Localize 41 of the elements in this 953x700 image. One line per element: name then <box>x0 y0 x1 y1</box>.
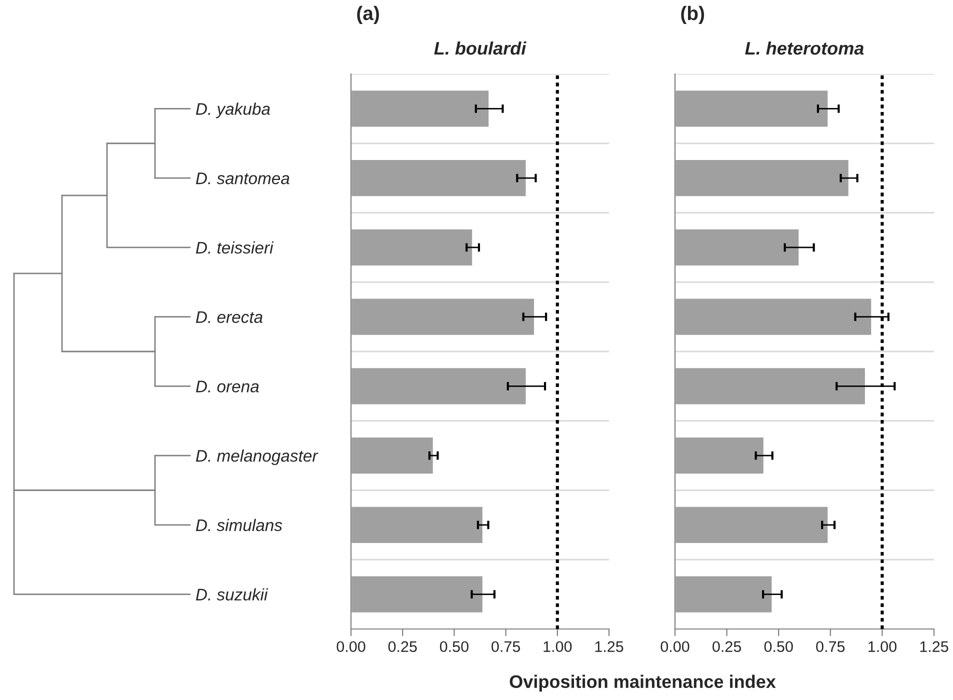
bar <box>675 228 800 267</box>
chart-title: (a) <box>357 6 379 24</box>
bar <box>351 297 536 336</box>
bar <box>351 89 490 128</box>
bar <box>351 506 484 544</box>
bar <box>675 436 765 475</box>
y-tick-label: D. simulans <box>196 518 282 532</box>
x-tick-label: 0.25 <box>712 641 742 652</box>
chart-subtitle: L. boulardi <box>434 41 526 55</box>
x-tick-label: 0.00 <box>660 641 690 652</box>
y-tick-label: D. yakuba <box>196 102 270 118</box>
x-tick-label: 1.25 <box>595 641 624 652</box>
chart-title: (b) <box>681 6 704 24</box>
x-tick-label: 1.00 <box>544 641 572 652</box>
y-tick-label: D. santomea <box>196 172 290 184</box>
bar <box>351 436 434 475</box>
chart-subtitle: L. heterotoma <box>745 41 864 55</box>
y-tick-label: D. erecta <box>196 311 262 324</box>
y-tick-label: D. teissieri <box>196 241 274 254</box>
bar <box>351 574 484 614</box>
x-tick-label: 0.25 <box>388 641 417 652</box>
bar <box>675 506 830 544</box>
x-tick-label: 0.00 <box>336 641 366 652</box>
y-tick-label: D. suzukii <box>196 588 268 601</box>
x-tick-label: 1.00 <box>868 641 896 652</box>
bar <box>351 158 528 198</box>
bar <box>351 366 528 406</box>
bar <box>675 158 850 198</box>
x-tick-label: 0.50 <box>440 641 468 652</box>
x-tick-label: 0.75 <box>492 641 520 652</box>
x-tick-label: 0.75 <box>816 641 845 652</box>
bar <box>675 89 830 128</box>
bar <box>351 228 474 267</box>
y-tick-label: D. melanogaster <box>196 450 318 466</box>
x-axis-title: Oviposition maintenance index <box>510 674 776 692</box>
x-tick-label: 1.25 <box>920 641 948 652</box>
x-tick-label: 0.50 <box>764 641 793 652</box>
bar <box>675 574 774 614</box>
bar <box>675 366 866 406</box>
bar <box>675 297 873 336</box>
y-tick-label: D. orena <box>196 380 259 392</box>
